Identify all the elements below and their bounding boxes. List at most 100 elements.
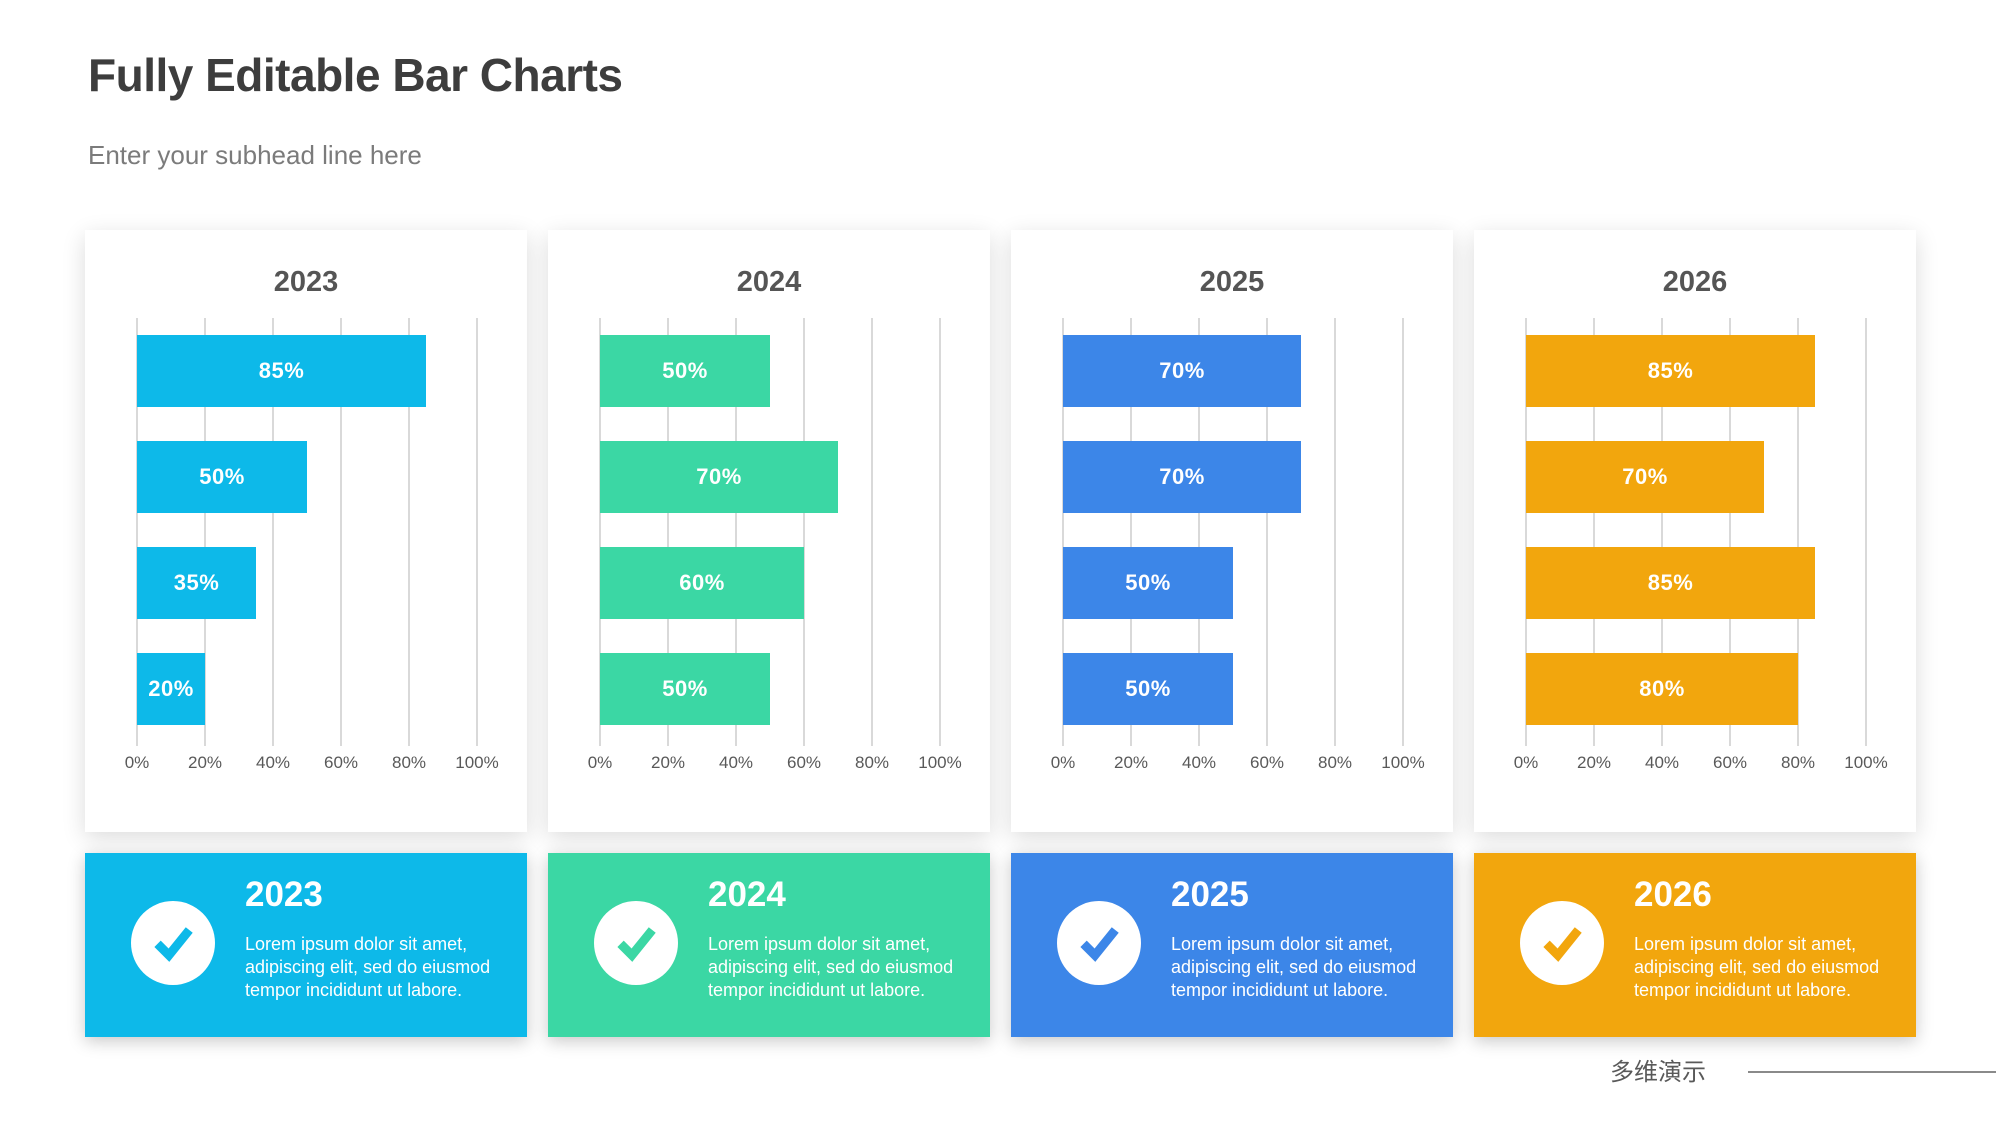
checkmark-icon bbox=[154, 927, 193, 962]
bar-data-label: 50% bbox=[662, 676, 708, 701]
chart-panels: 2023 0% 20% 40% 60% 80% 100% 85% 50% 35% 20% 2024 0%… bbox=[85, 230, 1916, 832]
bar-data-label: 50% bbox=[1125, 676, 1171, 701]
x-axis-tick-label: 100% bbox=[1381, 753, 1425, 772]
plot-area: 0% 20% 40% 60% 80% 100% 85% 50% 35% 20% bbox=[125, 318, 499, 772]
x-axis-tick-label: 80% bbox=[854, 753, 890, 772]
bar-2025-3: 50% bbox=[1063, 547, 1233, 619]
bar-2024-1: 50% bbox=[600, 335, 770, 407]
bar-data-label: 85% bbox=[1647, 358, 1694, 383]
checkmark-circle bbox=[131, 901, 215, 985]
year-card-text-line: tempor incididunt ut labore. bbox=[1171, 980, 1389, 1000]
x-axis-tick-label: 0% bbox=[124, 753, 150, 772]
x-axis-tick-label: 80% bbox=[1317, 753, 1353, 772]
chart-title: 2025 bbox=[1199, 266, 1265, 298]
x-axis-tick-label: 0% bbox=[1050, 753, 1076, 772]
checkmark-icon bbox=[1080, 927, 1119, 962]
year-card-title: 2025 bbox=[1171, 875, 1249, 914]
gridline bbox=[1198, 318, 1200, 746]
gridline bbox=[204, 318, 206, 746]
year-cards: 2023 Lorem ipsum dolor sit amet, adipiscin… bbox=[85, 853, 1916, 1037]
bar-2024-3: 60% bbox=[600, 547, 804, 619]
bar-data-label: 50% bbox=[662, 358, 708, 383]
bar-data-label: 70% bbox=[1159, 358, 1205, 383]
gridline bbox=[803, 318, 805, 746]
chart-panel-2026: 2026 0% 20% 40% 60% 80% 100% 85% 70% 85% 80% bbox=[1474, 230, 1916, 832]
year-card-2025: 2025 Lorem ipsum dolor sit amet, adipiscin… bbox=[1011, 853, 1453, 1037]
gridline bbox=[1729, 318, 1731, 746]
checkmark-circle bbox=[1520, 901, 1604, 985]
gridline bbox=[1797, 318, 1799, 746]
chart-title: 2023 bbox=[273, 266, 339, 298]
bar-2023-4: 20% bbox=[137, 653, 205, 725]
x-axis-tick-label: 80% bbox=[391, 753, 427, 772]
checkmark-icon bbox=[1543, 927, 1582, 962]
gridline bbox=[735, 318, 737, 746]
year-card-text-line: Lorem ipsum dolor sit amet, bbox=[1171, 934, 1394, 954]
plot-area: 0% 20% 40% 60% 80% 100% 50% 70% 60% 50% bbox=[588, 318, 962, 772]
bar-2025-4: 50% bbox=[1063, 653, 1233, 725]
gridline bbox=[1334, 318, 1336, 746]
x-axis-tick-label: 20% bbox=[1576, 753, 1612, 772]
bar-2025-2: 70% bbox=[1063, 441, 1301, 513]
bar-data-label: 85% bbox=[258, 358, 305, 383]
bar-2026-2: 70% bbox=[1526, 441, 1764, 513]
chart-title: 2026 bbox=[1662, 266, 1728, 298]
x-axis-tick-label: 100% bbox=[455, 753, 499, 772]
bar-data-label: 85% bbox=[1647, 570, 1694, 595]
gridline bbox=[1661, 318, 1663, 746]
x-axis-tick-label: 40% bbox=[255, 753, 291, 772]
footer-brand-text: 多维演示 bbox=[1610, 1059, 1706, 1086]
bar-2026-1: 85% bbox=[1526, 335, 1815, 407]
checkmark-circle bbox=[594, 901, 678, 985]
year-card-text-line: adipiscing elit, sed do eiusmod bbox=[1171, 957, 1417, 977]
bar-data-label: 70% bbox=[1622, 464, 1668, 489]
x-axis-tick-label: 60% bbox=[323, 753, 359, 772]
bar-2023-2: 50% bbox=[137, 441, 307, 513]
footer-divider-line bbox=[1748, 1071, 1996, 1073]
chart-panel-2025: 2025 0% 20% 40% 60% 80% 100% 70% 70% 50% 50% bbox=[1011, 230, 1453, 832]
x-axis-tick-label: 60% bbox=[1249, 753, 1285, 772]
page-title: Fully Editable Bar Charts bbox=[88, 49, 623, 101]
x-axis-tick-label: 100% bbox=[918, 753, 962, 772]
x-axis-tick-label: 0% bbox=[1513, 753, 1539, 772]
bar-2023-3: 35% bbox=[137, 547, 256, 619]
bar-data-label: 20% bbox=[148, 676, 194, 701]
gridline bbox=[340, 318, 342, 746]
gridline bbox=[1593, 318, 1595, 746]
gridline bbox=[1266, 318, 1268, 746]
plot-area: 0% 20% 40% 60% 80% 100% 70% 70% 50% 50% bbox=[1051, 318, 1425, 772]
year-card-text: Lorem ipsum dolor sit amet, adipiscing el… bbox=[245, 933, 490, 1002]
year-card-title: 2023 bbox=[245, 875, 323, 914]
x-axis-tick-label: 20% bbox=[650, 753, 686, 772]
year-card-text-line: tempor incididunt ut labore. bbox=[245, 980, 463, 1000]
gridline bbox=[1130, 318, 1132, 746]
year-card-text-line: Lorem ipsum dolor sit amet, bbox=[245, 934, 468, 954]
bar-data-label: 50% bbox=[199, 464, 245, 489]
checkmark-icon bbox=[617, 927, 656, 962]
chart-title: 2024 bbox=[736, 266, 802, 298]
year-card-2024: 2024 Lorem ipsum dolor sit amet, adipiscin… bbox=[548, 853, 990, 1037]
bar-data-label: 35% bbox=[173, 570, 220, 595]
x-axis-tick-label: 60% bbox=[786, 753, 822, 772]
gridline bbox=[408, 318, 410, 746]
year-card-title: 2026 bbox=[1634, 875, 1712, 914]
gridline bbox=[1865, 318, 1867, 746]
year-card-text-line: adipiscing elit, sed do eiusmod bbox=[245, 957, 491, 977]
year-card-2026: 2026 Lorem ipsum dolor sit amet, adipiscin… bbox=[1474, 853, 1916, 1037]
x-axis-tick-label: 40% bbox=[1644, 753, 1680, 772]
year-card-text: Lorem ipsum dolor sit amet, adipiscing el… bbox=[1634, 933, 1879, 1002]
year-card-2023: 2023 Lorem ipsum dolor sit amet, adipiscin… bbox=[85, 853, 527, 1037]
year-card-title: 2024 bbox=[708, 875, 786, 914]
gridline bbox=[871, 318, 873, 746]
gridline bbox=[1062, 318, 1064, 746]
x-axis-tick-label: 80% bbox=[1780, 753, 1816, 772]
plot-area: 0% 20% 40% 60% 80% 100% 85% 70% 85% 80% bbox=[1514, 318, 1888, 772]
x-axis-tick-label: 40% bbox=[1181, 753, 1217, 772]
bar-2026-4: 80% bbox=[1526, 653, 1798, 725]
gridline bbox=[272, 318, 274, 746]
gridline bbox=[939, 318, 941, 746]
x-axis-tick-label: 40% bbox=[718, 753, 754, 772]
bar-data-label: 70% bbox=[1159, 464, 1205, 489]
x-axis-tick-label: 20% bbox=[187, 753, 223, 772]
year-card-text-line: Lorem ipsum dolor sit amet, bbox=[1634, 934, 1857, 954]
